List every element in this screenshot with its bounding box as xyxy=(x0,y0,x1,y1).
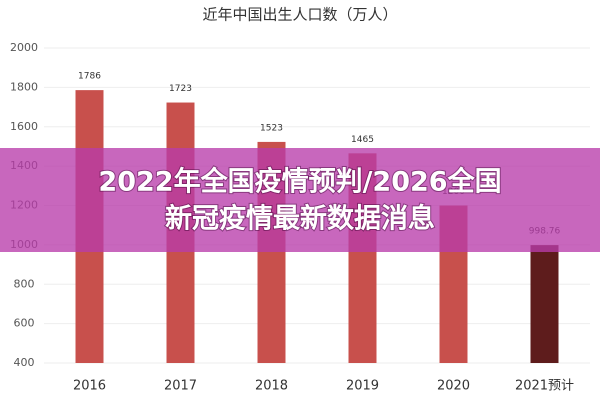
banner-text: 2022年全国疫情预判/2026全国 xyxy=(98,166,501,198)
banner-background xyxy=(0,148,600,252)
value-label: 1723 xyxy=(169,84,192,94)
x-tick-label: 2018 xyxy=(255,379,288,394)
y-tick-label: 1600 xyxy=(10,120,38,133)
y-tick-label: 400 xyxy=(14,356,35,369)
value-label: 1465 xyxy=(351,135,374,145)
x-tick-label: 2020 xyxy=(437,379,470,394)
value-label: 1523 xyxy=(260,123,283,133)
value-label: 1786 xyxy=(78,72,101,82)
y-tick-label: 2000 xyxy=(10,41,38,54)
y-tick-label: 1800 xyxy=(10,80,38,93)
chart-title: 近年中国出生人口数（万人） xyxy=(202,6,397,24)
y-tick-label: 600 xyxy=(14,317,35,330)
bar xyxy=(530,245,559,363)
x-tick-label: 2017 xyxy=(164,379,197,394)
x-tick-label: 2016 xyxy=(73,379,106,394)
x-tick-label: 2019 xyxy=(346,379,379,394)
banner-text: 新冠疫情最新数据消息 xyxy=(165,203,435,235)
y-tick-label: 800 xyxy=(14,277,35,290)
x-tick-label: 2021预计 xyxy=(515,379,574,394)
